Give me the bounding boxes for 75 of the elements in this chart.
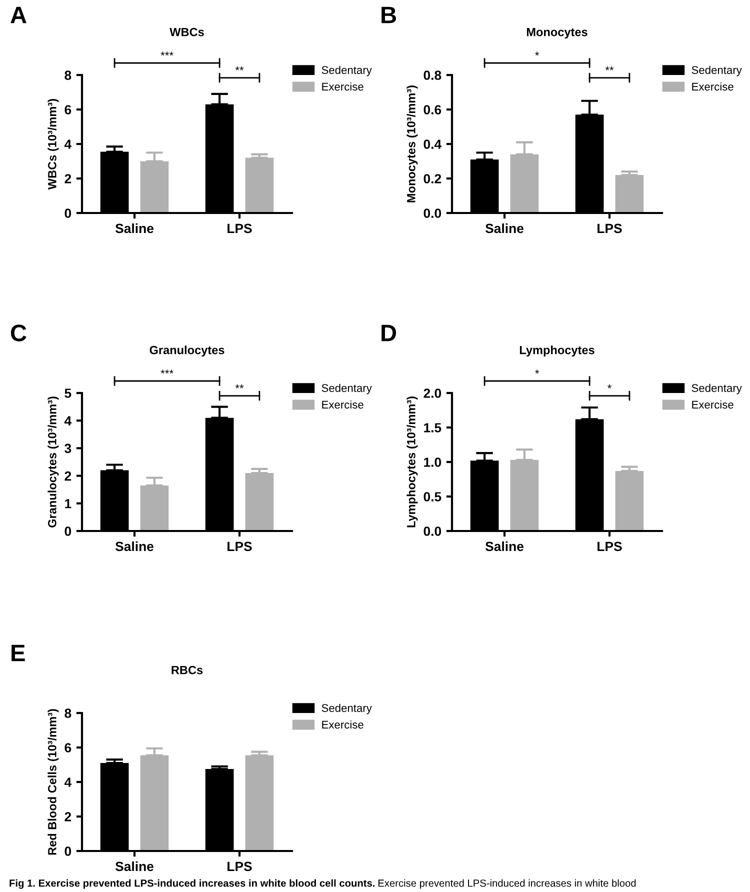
text: *: [608, 384, 612, 388]
y-tick-label: 0: [64, 526, 72, 536]
y-tick-label: 0: [64, 846, 72, 856]
bar: [615, 470, 644, 531]
text: A: [10, 6, 26, 24]
x-tick-label: LPS: [598, 224, 622, 234]
legend-label: Sedentary: [322, 384, 372, 394]
y-axis-title: Lymphocytes (10³/mm³): [406, 396, 418, 528]
legend-label: Sedentary: [692, 66, 742, 76]
y-tick-label: 2: [64, 471, 72, 481]
x-tick-label: Saline: [115, 223, 154, 234]
x-tick-label: Saline: [485, 541, 524, 552]
y-tick-label: 4: [64, 140, 72, 149]
legend-label: Exercise: [322, 82, 364, 91]
legend-label: Sedentary: [692, 384, 742, 394]
x-tick-label: LPS: [598, 542, 622, 552]
text: ***: [160, 370, 174, 374]
y-tick-label: 0.0: [424, 526, 442, 536]
legend-label: Sedentary: [322, 704, 372, 714]
y-tick-label: 6: [64, 743, 72, 752]
y-tick-label: 0.4: [424, 140, 442, 149]
text: **: [235, 66, 244, 70]
legend-label: Exercise: [322, 720, 364, 729]
y-tick-label: 5: [64, 388, 72, 398]
y-tick-label: 0: [64, 208, 72, 218]
y-tick-label: 4: [64, 416, 72, 426]
y-axis-title: Red Blood Cells (10³/mm³): [48, 709, 59, 855]
bar: [245, 158, 274, 213]
y-tick-label: 1.5: [424, 423, 442, 432]
y-axis-title: Monocytes (10³/mm³): [406, 86, 418, 202]
y-tick-label: 2: [64, 812, 72, 822]
x-tick-label: LPS: [228, 224, 252, 234]
text: B: [382, 6, 396, 24]
legend-label: Exercise: [692, 400, 734, 409]
x-tick-label: LPS: [228, 862, 252, 872]
chart-title: RBCs: [172, 666, 203, 674]
x-tick-label: Saline: [485, 223, 524, 234]
text: C: [10, 324, 26, 342]
y-tick-label: 1: [65, 499, 72, 508]
chart-title: Lymphocytes: [520, 346, 594, 357]
text: **: [605, 66, 614, 70]
text: **: [235, 384, 244, 388]
y-tick-label: 0.6: [424, 105, 442, 114]
y-axis-title: Granulocytes (10³/mm³): [48, 396, 59, 528]
y-tick-label: 0.8: [424, 70, 442, 80]
y-tick-label: 8: [64, 70, 72, 80]
text: E: [12, 644, 25, 662]
chart-title: WBCs: [170, 28, 204, 36]
y-tick-label: 0.0: [424, 208, 442, 218]
legend-label: Sedentary: [322, 66, 372, 76]
text: ***: [160, 52, 174, 56]
y-tick-label: 4: [64, 778, 72, 787]
y-tick-label: 0.2: [424, 174, 442, 184]
chart-title: Monocytes: [526, 28, 588, 39]
y-tick-label: 2.0: [424, 388, 442, 398]
legend-label: Exercise: [322, 400, 364, 409]
y-tick-label: 8: [64, 708, 72, 718]
text: D: [382, 324, 396, 342]
y-tick-label: 2: [64, 174, 72, 184]
y-tick-label: 0.5: [424, 492, 442, 502]
y-tick-label: 1.0: [424, 458, 442, 467]
caption: Fig 1. Exercise prevented LPS-induced increases in white blood cell counts.: [10, 879, 375, 889]
text: Exercise prevented LPS-induced increases in white blood: [378, 879, 636, 889]
text: *: [535, 52, 540, 56]
y-tick-label: 3: [64, 444, 72, 454]
y-tick-label: 6: [64, 105, 72, 114]
x-tick-label: LPS: [228, 542, 252, 552]
bar: [615, 175, 644, 213]
text: *: [535, 370, 540, 374]
x-tick-label: Saline: [115, 861, 154, 872]
legend-label: Exercise: [692, 82, 734, 91]
x-tick-label: Saline: [115, 541, 154, 552]
y-axis-title: WBCs (10³/mm³): [48, 99, 59, 190]
bar: [245, 473, 274, 531]
chart-title: Granulocytes: [150, 346, 224, 357]
